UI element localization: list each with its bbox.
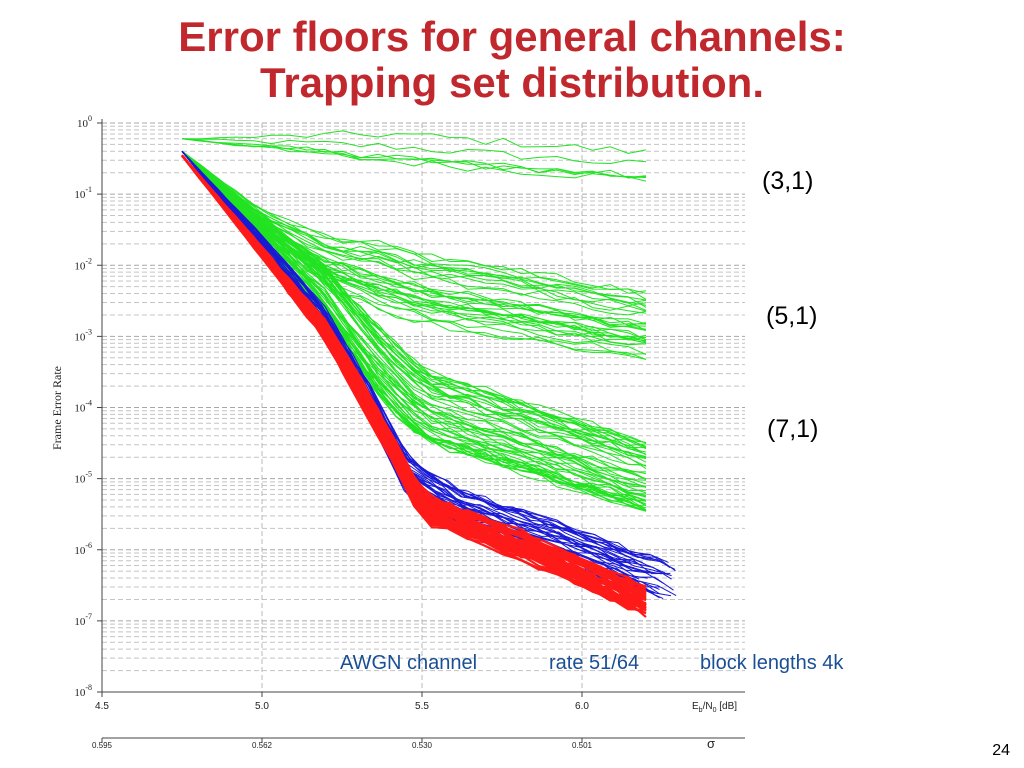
x-axis-label: Eb/N0 [dB] [692,701,737,714]
blue-fer-curve [181,150,672,577]
caption-block-lengths: block lengths 4k [700,652,844,674]
trapping-set-label-3-1: (3,1) [762,167,814,195]
trapping-set-label-5-1: (5,1) [766,302,818,330]
y-tick-label: 100 [77,114,92,130]
green-fer-curve [181,150,647,456]
caption-channel: AWGN channel [340,652,478,674]
green-fer-curve [181,150,647,308]
green-fer-curve [181,150,647,466]
green-fer-curve [181,150,647,455]
y-tick-label: 10-4 [74,399,92,415]
y-tick-label: 10-2 [74,256,92,272]
red-fer-curve [181,154,647,606]
title-line-2: Trapping set distribution. [260,59,764,106]
green-fer-curve [181,150,647,304]
green-fer-curve [181,150,647,481]
trapping-set-label-7-1: (7,1) [767,415,819,443]
y-tick-label: 10-7 [74,612,92,628]
slide-title: Error floors for general channels: Trapp… [0,14,1024,106]
green-fer-curve [181,150,647,470]
red-fer-curve [181,154,647,609]
green-fer-curve [181,150,647,294]
title-line-1: Error floors for general channels: [178,13,846,60]
caption-rate: rate 51/64 [549,652,640,674]
axes: 100 10-1 10-2 10-3 10-4 10-5 10-6 10-7 10-8 Frame… [50,114,745,751]
y-tick-label: 10-5 [74,470,92,486]
y-tick-label: 10-1 [74,185,92,201]
green-fer-curve [181,150,647,448]
curves [181,130,677,618]
x-tick-label: 5.5 [415,701,429,712]
y-axis-label: Frame Error Rate [50,366,64,450]
green-fer-curve [181,150,647,306]
x-tick-label: 4.5 [95,701,109,712]
sigma-tick-label: 0.530 [412,741,433,750]
green-fer-curve [181,150,647,481]
y-tick-label: 10-8 [74,683,92,699]
page-number: 24 [992,742,1010,759]
green-fer-curve [181,150,647,444]
green-fer-curve [181,150,647,467]
y-tick-label: 10-6 [74,541,92,557]
green-fer-curve [181,138,647,164]
green-fer-curve [181,150,647,294]
sigma-tick-label: 0.501 [572,741,593,750]
x-tick-label: 6.0 [575,701,589,712]
green-fer-curve [181,138,647,182]
sigma-tick-label: 0.562 [252,741,273,750]
blue-fer-curve [181,150,676,570]
blue-fer-curve [181,150,671,569]
sigma-axis-label: σ [707,736,715,751]
green-fer-curve [181,130,647,154]
sigma-tick-label: 0.595 [92,741,113,750]
x-tick-label: 5.0 [255,701,269,712]
green-fer-curve [181,150,647,450]
green-fer-curve [181,150,647,339]
green-fer-curve [181,138,647,178]
red-fer-curve [181,154,647,590]
y-tick-label: 10-3 [74,327,92,343]
